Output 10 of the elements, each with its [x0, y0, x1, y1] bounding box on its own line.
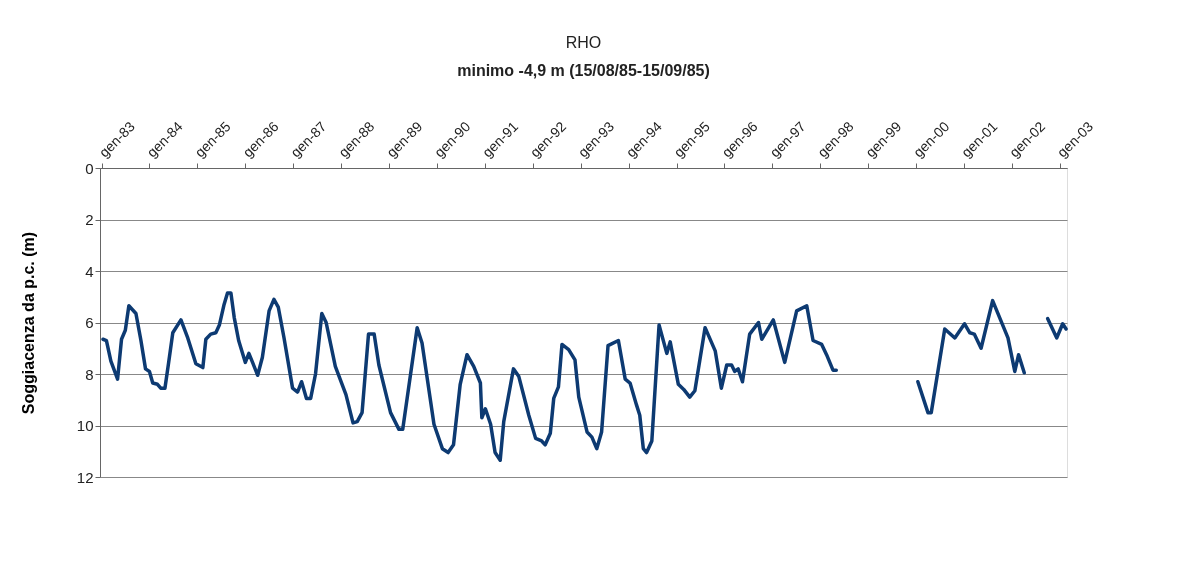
- y-tick-label: 0: [85, 159, 94, 177]
- y-tick-label: 2: [85, 211, 94, 228]
- y-tick-label: 12: [76, 468, 94, 486]
- chart-title: RHO: [565, 34, 602, 52]
- y-tick-label: 10: [76, 417, 94, 434]
- y-axis-title: Soggiacenza da p.c. (m): [19, 231, 37, 415]
- chart-subtitle: minimo -4,9 m (15/08/85-15/09/85): [457, 62, 710, 80]
- y-tick-label: 6: [85, 314, 94, 331]
- y-tick-label: 8: [85, 365, 94, 383]
- y-tick-label: 4: [85, 262, 94, 280]
